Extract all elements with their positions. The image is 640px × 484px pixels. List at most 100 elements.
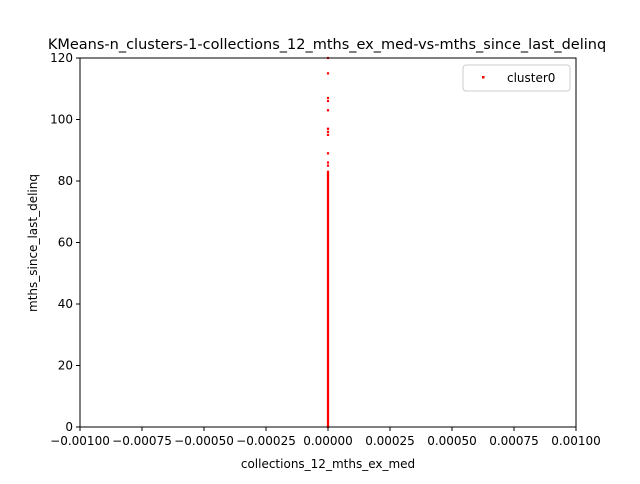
data-point bbox=[326, 221, 330, 224]
data-point bbox=[326, 285, 330, 289]
data-point bbox=[326, 232, 330, 235]
data-point bbox=[326, 229, 330, 232]
data-point bbox=[326, 187, 330, 190]
data-point bbox=[326, 315, 330, 318]
data-point bbox=[326, 282, 330, 286]
data-point bbox=[326, 262, 330, 266]
data-point bbox=[326, 325, 330, 329]
data-point bbox=[326, 382, 330, 386]
x-axis-ticks: −0.00100 −0.00075 −0.00050 −0.00025 0.00000 0… bbox=[50, 427, 601, 448]
data-point bbox=[326, 341, 330, 344]
data-point bbox=[326, 335, 330, 338]
data-point bbox=[326, 319, 330, 323]
data-point bbox=[326, 402, 330, 406]
data-point bbox=[326, 207, 330, 210]
data-point bbox=[326, 238, 330, 241]
data-point bbox=[326, 173, 330, 176]
data-point bbox=[326, 230, 330, 233]
data-point bbox=[326, 192, 330, 195]
data-point bbox=[326, 275, 330, 278]
y-tick-label: 60 bbox=[58, 236, 73, 250]
data-point bbox=[326, 333, 330, 336]
data-point bbox=[326, 350, 330, 353]
y-tick-label: 80 bbox=[58, 174, 73, 188]
data-point bbox=[326, 389, 330, 392]
data-point bbox=[326, 407, 330, 410]
data-point bbox=[326, 295, 330, 298]
legend-label-cluster0: cluster0 bbox=[507, 71, 555, 85]
data-point bbox=[326, 324, 330, 327]
data-point bbox=[326, 178, 330, 181]
legend-marker-cluster0 bbox=[482, 76, 485, 79]
data-point bbox=[326, 364, 330, 367]
data-point bbox=[326, 296, 330, 299]
x-tick-label: 0.00050 bbox=[427, 434, 477, 448]
data-point bbox=[326, 318, 330, 321]
data-point bbox=[326, 255, 330, 258]
data-point bbox=[326, 381, 330, 384]
data-point bbox=[326, 96, 330, 100]
data-point bbox=[326, 175, 330, 178]
data-point bbox=[326, 182, 330, 186]
data-point bbox=[326, 193, 330, 196]
data-point bbox=[326, 244, 330, 247]
data-point bbox=[326, 184, 330, 187]
data-point bbox=[326, 267, 330, 270]
data-point bbox=[326, 378, 330, 381]
data-point bbox=[326, 247, 330, 250]
data-point bbox=[326, 421, 330, 424]
data-point bbox=[326, 316, 330, 319]
x-tick-label: −0.00075 bbox=[112, 434, 172, 448]
data-point bbox=[326, 289, 330, 292]
data-point bbox=[326, 278, 330, 281]
data-point bbox=[326, 239, 330, 243]
data-point bbox=[326, 215, 330, 218]
data-point bbox=[326, 213, 330, 216]
data-point bbox=[326, 127, 330, 130]
data-point bbox=[326, 393, 330, 396]
data-point bbox=[326, 304, 330, 307]
data-point bbox=[326, 312, 330, 315]
data-point bbox=[326, 176, 330, 180]
data-point bbox=[326, 332, 330, 335]
data-point bbox=[326, 302, 330, 306]
data-point bbox=[326, 189, 330, 192]
data-point bbox=[326, 190, 330, 193]
data-point bbox=[326, 170, 330, 173]
data-point bbox=[326, 273, 330, 276]
data-point bbox=[326, 227, 330, 230]
x-tick-label: 0.00100 bbox=[551, 434, 601, 448]
data-point bbox=[326, 416, 330, 419]
data-point bbox=[326, 310, 330, 313]
data-point bbox=[326, 209, 330, 212]
data-point bbox=[326, 266, 330, 269]
data-point bbox=[326, 242, 330, 246]
data-point bbox=[326, 219, 330, 223]
data-point bbox=[326, 179, 330, 183]
data-point bbox=[326, 358, 330, 361]
data-point bbox=[326, 172, 330, 175]
data-point bbox=[326, 339, 330, 342]
data-point bbox=[326, 410, 330, 413]
data-point bbox=[326, 224, 330, 227]
data-point bbox=[326, 419, 330, 422]
data-point bbox=[326, 309, 330, 312]
data-point bbox=[326, 258, 330, 261]
x-axis-label: collections_12_mths_ex_med bbox=[241, 457, 415, 471]
data-point bbox=[326, 287, 330, 290]
data-point bbox=[326, 379, 330, 382]
data-point bbox=[326, 298, 330, 301]
data-point bbox=[326, 235, 330, 238]
data-point bbox=[326, 353, 330, 356]
data-point bbox=[326, 356, 330, 359]
data-point bbox=[326, 404, 330, 407]
data-point bbox=[326, 206, 330, 209]
data-point bbox=[326, 264, 330, 267]
data-point bbox=[326, 161, 330, 164]
x-tick-label: 0.00075 bbox=[489, 434, 539, 448]
data-point bbox=[326, 241, 330, 244]
data-point bbox=[326, 418, 330, 421]
data-point bbox=[326, 290, 330, 293]
